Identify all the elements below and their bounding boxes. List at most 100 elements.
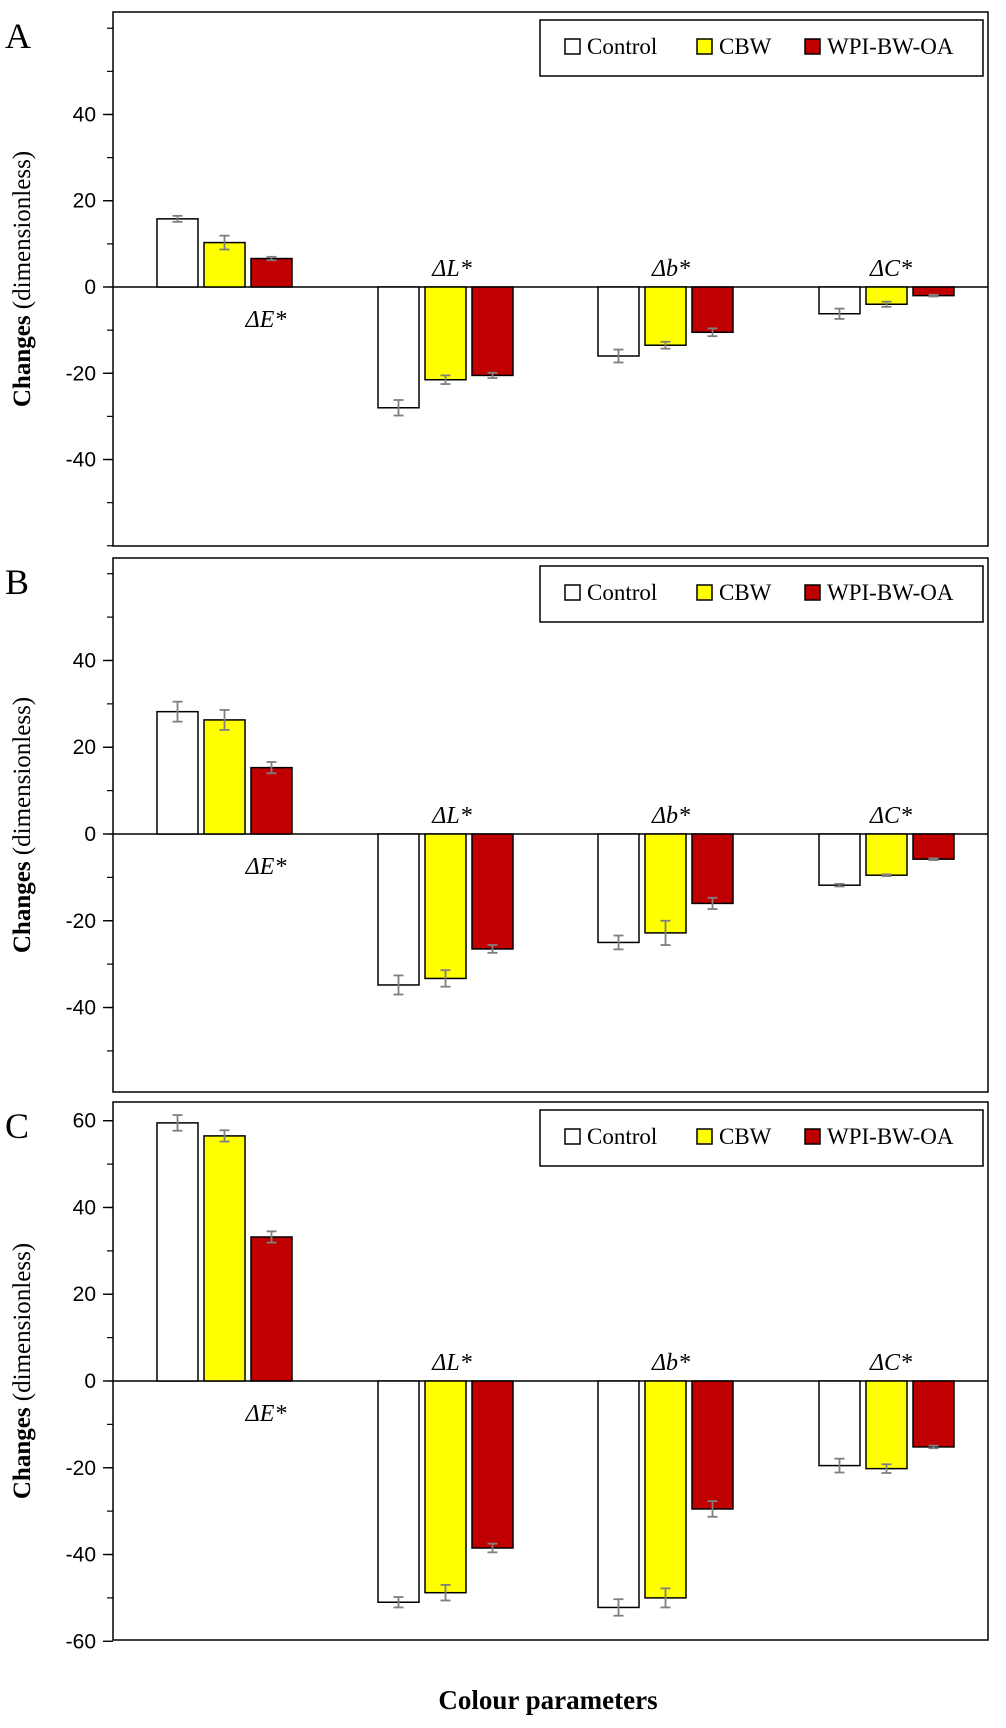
error-bar [881,300,892,308]
error-bar [928,293,939,298]
y-axis-title-bold: Changes [9,1407,36,1499]
error-bar [928,857,939,861]
y-axis-title-rest: (dimensionless) [9,1243,36,1401]
bar-control-3 [597,1380,640,1609]
category-label: ΔL* [431,803,471,829]
y-tick-label: 0 [84,276,96,299]
legend-label: CBW [719,34,772,59]
bar-cbw-2 [424,833,467,980]
bar-control-2 [377,286,420,409]
error-bar [487,1542,498,1554]
legend-swatch-cbw [696,1128,713,1145]
y-tick-label: 20 [73,1283,96,1306]
error-bar [613,348,624,364]
error-bar [707,1500,718,1518]
error-bar [834,1457,845,1474]
bar-control-2 [377,833,420,986]
error-bar [440,374,451,385]
bar-control-3 [597,286,640,357]
y-tick-label: 60 [73,1110,96,1133]
legend-box [539,565,984,623]
category-label: ΔE* [245,1401,287,1427]
legend-label: WPI-BW-OA [827,34,954,59]
category-label: ΔL* [431,1350,471,1376]
bar-wpi-bw-oa-2 [471,1380,514,1549]
bar-wpi-bw-oa-3 [691,286,734,334]
legend-swatch-wpi-bw-oa [804,1128,821,1145]
bar-wpi-bw-oa-3 [691,833,734,905]
error-bar [707,327,718,338]
legend-swatch-wpi-bw-oa [804,38,821,55]
y-axis-title: Changes (dimensionless) [9,697,36,953]
legend-label: Control [587,580,657,605]
panel-label: B [5,562,29,602]
y-tick-label: -40 [66,1544,96,1567]
legend-swatch-control [564,1128,581,1145]
bar-wpi-bw-oa-2 [471,833,514,950]
plot-frame [112,557,989,1093]
bar-cbw-4 [865,1380,908,1470]
y-tick-label: -20 [66,362,96,385]
bar-cbw-3 [644,1380,687,1599]
category-label: ΔE* [245,854,287,880]
panel-c: 60 40 20 0 -20 -40 -60 ΔE* ΔL* Δb* ΔC* Control CBW WP… [5,1101,989,1653]
bar-control-2 [377,1380,420,1603]
y-tick-label: 20 [73,190,96,213]
error-bar [172,700,183,723]
bar-control-3 [597,833,640,944]
y-axis-title-rest: (dimensionless) [9,697,36,855]
legend-box [539,1109,984,1167]
y-tick-label: 40 [73,649,96,672]
bar-wpi-bw-oa-4 [912,833,955,860]
error-bar [266,761,277,775]
y-tick-label: 0 [84,1370,96,1393]
y-tick-label: 0 [84,823,96,846]
y-tick-label: -40 [66,997,96,1020]
error-bar [393,974,404,996]
error-bar [613,934,624,951]
error-bar [172,1114,183,1132]
error-bar [440,1583,451,1602]
bar-wpi-bw-oa-4 [912,1380,955,1448]
bar-wpi-bw-oa-2 [471,286,514,377]
legend-label: CBW [719,1124,772,1149]
x-axis-title: Colour parameters [438,1685,657,1715]
y-tick-label: 40 [73,1196,96,1219]
panel-a: 40 20 0 -20 -40 ΔE* ΔL* Δb* ΔC* Control CBW WPI-BW-… [5,11,989,547]
panel-label: A [5,16,31,56]
legend: Control CBW WPI-BW-OA [539,565,984,623]
error-bar [487,371,498,379]
error-bar [660,340,671,350]
bar-control-1 [156,710,199,835]
y-axis-title: Changes (dimensionless) [9,1243,36,1499]
legend-swatch-cbw [696,584,713,601]
bar-cbw-2 [424,286,467,381]
bar-cbw-3 [644,833,687,934]
panel-label: C [5,1106,29,1146]
bar-control-4 [818,833,861,886]
category-label: ΔC* [869,256,912,282]
y-tick-label: -20 [66,1457,96,1480]
bar-wpi-bw-oa-3 [691,1380,734,1510]
error-bar [172,214,183,223]
plot-frame [112,1101,989,1641]
panel-b: 40 20 0 -20 -40 ΔE* ΔL* Δb* ΔC* Control CBW WPI-BW-… [5,557,989,1093]
bar-control-1 [156,1122,199,1382]
category-label: ΔC* [869,1350,912,1376]
y-tick-label: -60 [66,1630,96,1653]
error-bar [440,969,451,988]
bar-cbw-1 [203,1135,246,1382]
error-bar [834,307,845,320]
y-axis-title-bold: Changes [9,315,36,407]
error-bar [393,1596,404,1609]
legend-swatch-control [564,584,581,601]
y-axis-title-bold: Changes [9,861,36,953]
error-bar [219,234,230,251]
bar-cbw-1 [203,719,246,835]
legend-label: WPI-BW-OA [827,1124,954,1149]
category-label: ΔE* [245,307,287,333]
legend-swatch-cbw [696,38,713,55]
error-bar [613,1598,624,1617]
error-bar [393,399,404,417]
